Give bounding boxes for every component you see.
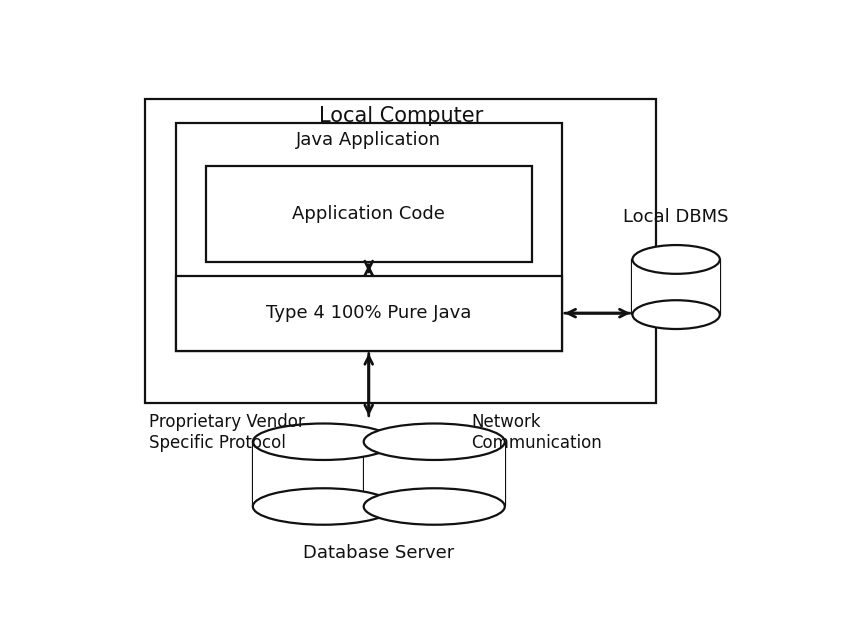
Bar	[175, 276, 562, 351]
Polygon shape	[364, 442, 505, 506]
Ellipse shape	[633, 300, 720, 329]
Polygon shape	[253, 442, 394, 506]
Text: Proprietary Vendor
Specific Protocol: Proprietary Vendor Specific Protocol	[149, 413, 304, 452]
Ellipse shape	[633, 245, 720, 274]
Bar	[175, 123, 562, 351]
Text: Type 4 100% Pure Java: Type 4 100% Pure Java	[266, 305, 472, 323]
Ellipse shape	[364, 424, 505, 460]
Text: Local DBMS: Local DBMS	[623, 208, 729, 226]
Ellipse shape	[253, 424, 394, 460]
Text: Local Computer: Local Computer	[318, 105, 483, 126]
Text: Application Code: Application Code	[292, 205, 445, 223]
Text: Network
Communication: Network Communication	[472, 413, 602, 452]
Ellipse shape	[253, 488, 394, 525]
Text: Java Application: Java Application	[297, 131, 441, 148]
Bar	[205, 166, 531, 262]
Text: Database Server: Database Server	[303, 544, 454, 562]
Ellipse shape	[364, 488, 505, 525]
Bar	[146, 98, 656, 403]
Polygon shape	[633, 259, 720, 315]
